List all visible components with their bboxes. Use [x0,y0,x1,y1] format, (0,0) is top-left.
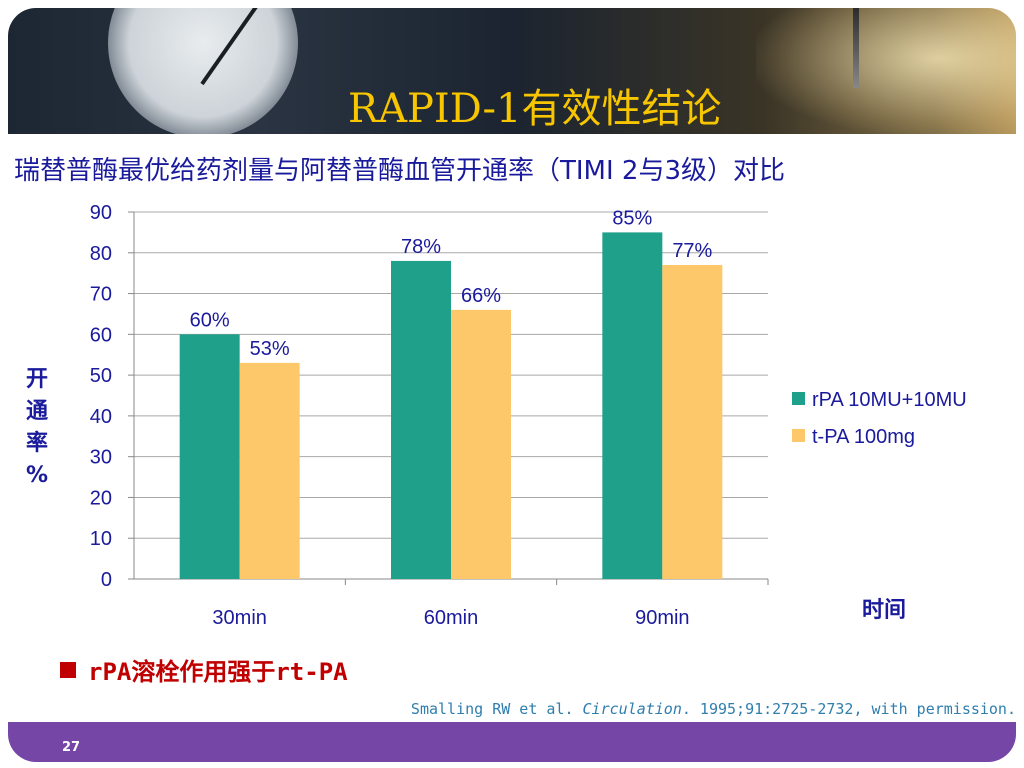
data-label: 53% [250,338,290,360]
y-axis-label-char: % [25,463,49,488]
citation: Smalling RW et al. Circulation. 1995;91:… [411,700,1016,718]
bullet-square-icon [60,662,76,678]
y-tick-label: 20 [90,487,112,509]
legend-label: t-PA 100mg [812,426,915,448]
legend-swatch [792,392,805,405]
bar-tpa [451,309,511,579]
x-tick-label: 30min [212,607,266,629]
lamp-cable-image [853,8,859,88]
y-tick-label: 60 [90,324,112,346]
slide-title: RAPID-1有效性结论 [348,86,722,132]
y-tick-label: 30 [90,447,112,469]
bar-tpa [662,265,723,579]
legend-label: rPA 10MU+10MU [812,389,967,411]
conclusion-bullet: rPA溶栓作用强于rt-PA [60,652,348,687]
y-axis-label-char: 通 [25,399,48,424]
citation-details: . 1995;91:2725-2732, with permission. [681,700,1016,718]
data-label: 60% [190,309,230,331]
data-label: 78% [401,236,441,258]
lamp-glow [756,8,1016,134]
y-axis-label: 开通率% [24,364,50,492]
bar-tpa [239,362,300,579]
data-label: 77% [672,240,712,262]
citation-authors: Smalling RW et al. [410,700,583,718]
data-label: 85% [612,207,652,229]
x-tick-label: 90min [635,607,689,629]
page-number: 27 [62,740,81,755]
y-tick-label: 0 [101,569,112,591]
bar-rpa [179,334,240,579]
y-tick-label: 80 [90,243,112,265]
slide-subtitle: 瑞替普酶最优给药剂量与阿替普酶血管开通率（TIMI 2与3级）对比 [14,156,785,186]
x-axis-label: 时间 [862,598,907,623]
x-tick-label: 60min [424,607,478,629]
bar-rpa [391,260,451,579]
y-tick-label: 70 [90,284,112,306]
footer-bar [8,722,1016,762]
pressure-gauge-image [108,8,298,134]
y-axis-label-char: 率 [25,431,48,456]
bar-rpa [602,232,663,579]
header-banner: RAPID-1有效性结论 [8,8,1016,134]
data-label: 66% [461,285,501,307]
conclusion-text: rPA溶栓作用强于rt-PA [88,658,348,686]
y-tick-label: 50 [90,365,112,387]
y-axis-label-char: 开 [25,367,48,392]
legend-swatch [792,429,805,442]
y-tick-label: 90 [90,202,112,224]
citation-journal: Circulation [582,700,682,718]
y-tick-label: 40 [90,406,112,428]
y-tick-label: 10 [90,528,112,550]
